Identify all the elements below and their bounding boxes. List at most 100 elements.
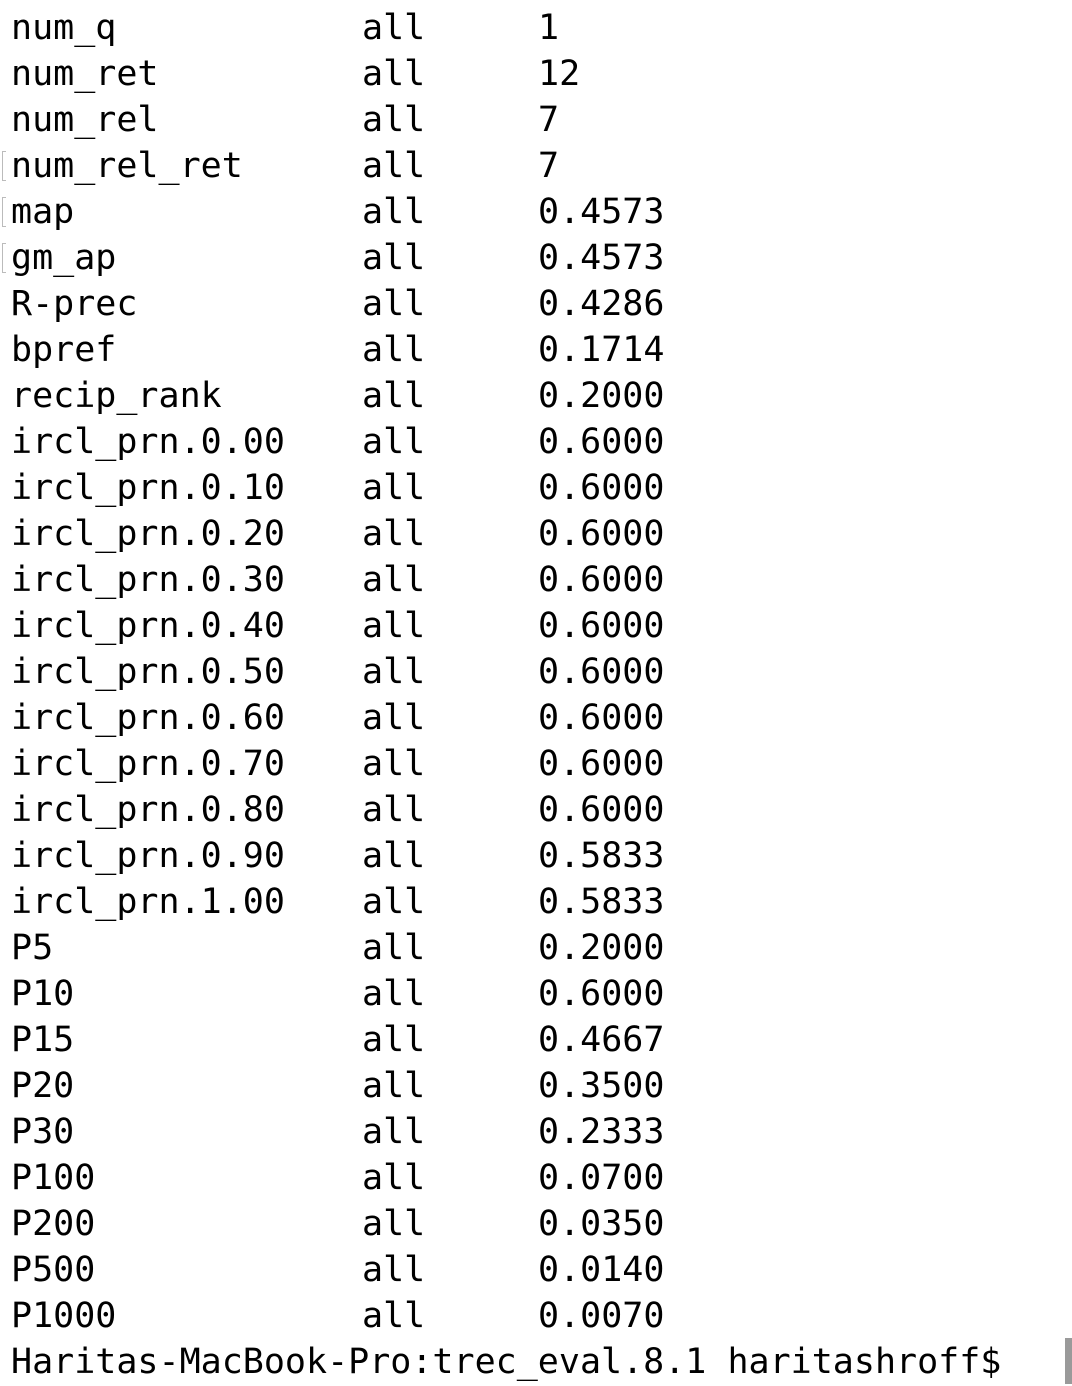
measure-name: map [11,192,75,232]
query-id: all [362,1112,426,1152]
measure-value: 7 [538,146,560,186]
output-row: map all 0.4573 [0,189,1072,235]
query-id: all [362,1066,426,1106]
output-row: P30 all 0.2333 [0,1109,1072,1155]
query-id: all [362,422,426,462]
query-id: all [362,744,426,784]
measure-name: P15 [11,1020,75,1060]
output-row: ircl_prn.0.60 all 0.6000 [0,695,1072,741]
output-row: P20 all 0.3500 [0,1063,1072,1109]
measure-name: recip_rank [11,376,222,416]
output-row: num_q all 1 [0,5,1072,51]
measure-name: P500 [11,1250,96,1290]
query-id: all [362,560,426,600]
measure-value: 0.6000 [538,744,665,784]
output-row: P5 all 0.2000 [0,925,1072,971]
output-row: ircl_prn.0.40 all 0.6000 [0,603,1072,649]
query-id: all [362,836,426,876]
output-row: num_ret all 12 [0,51,1072,97]
measure-name: P30 [11,1112,75,1152]
output-row: ircl_prn.1.00 all 0.5833 [0,879,1072,925]
measure-value: 0.6000 [538,790,665,830]
output-row: ircl_prn.0.10 all 0.6000 [0,465,1072,511]
measure-name: ircl_prn.0.30 [11,560,285,600]
measure-value: 0.0070 [538,1296,665,1336]
measure-name: bpref [11,330,117,370]
measure-value: 1 [538,8,560,48]
output-row: ircl_prn.0.00 all 0.6000 [0,419,1072,465]
measure-name: P200 [11,1204,96,1244]
output-row: ircl_prn.0.20 all 0.6000 [0,511,1072,557]
measure-name: gm_ap [11,238,117,278]
measure-value: 0.1714 [538,330,665,370]
measure-name: P100 [11,1158,96,1198]
measure-name: P20 [11,1066,75,1106]
query-id: all [362,1020,426,1060]
measure-name: ircl_prn.0.10 [11,468,285,508]
query-id: all [362,790,426,830]
measure-value: 0.4573 [538,192,665,232]
output-row: P100 all 0.0700 [0,1155,1072,1201]
output-row: bpref all 0.1714 [0,327,1072,373]
query-id: all [362,330,426,370]
measure-name: ircl_prn.1.00 [11,882,285,922]
measure-name: R-prec [11,284,138,324]
output-row: ircl_prn.0.80 all 0.6000 [0,787,1072,833]
measure-name: ircl_prn.0.20 [11,514,285,554]
measure-name: ircl_prn.0.60 [11,698,285,738]
measure-name: P1000 [11,1296,117,1336]
measure-value: 0.6000 [538,698,665,738]
measure-value: 0.6000 [538,974,665,1014]
measure-name: ircl_prn.0.50 [11,652,285,692]
output-row: ircl_prn.0.30 all 0.6000 [0,557,1072,603]
output-row: P500 all 0.0140 [0,1247,1072,1293]
query-id: all [362,1204,426,1244]
query-id: all [362,54,426,94]
query-id: all [362,192,426,232]
measure-name: ircl_prn.0.70 [11,744,285,784]
measure-name: P5 [11,928,54,968]
text-cursor [1065,1338,1072,1384]
measure-value: 0.2333 [538,1112,665,1152]
measure-value: 0.2000 [538,928,665,968]
measure-name: num_rel [11,100,159,140]
query-id: all [362,1296,426,1336]
query-id: all [362,146,426,186]
measure-name: ircl_prn.0.40 [11,606,285,646]
query-id: all [362,974,426,1014]
query-id: all [362,1158,426,1198]
measure-name: P10 [11,974,75,1014]
query-id: all [362,928,426,968]
query-id: all [362,100,426,140]
query-id: all [362,882,426,922]
output-row: gm_ap all 0.4573 [0,235,1072,281]
output-row: P15 all 0.4667 [0,1017,1072,1063]
measure-value: 0.4573 [538,238,665,278]
output-row: P1000 all 0.0070 [0,1293,1072,1339]
measure-value: 0.6000 [538,422,665,462]
measure-value: 0.2000 [538,376,665,416]
measure-value: 0.6000 [538,606,665,646]
measure-name: ircl_prn.0.90 [11,836,285,876]
measure-name: ircl_prn.0.00 [11,422,285,462]
measure-name: num_q [11,8,117,48]
measure-name: num_ret [11,54,159,94]
measure-value: 0.0140 [538,1250,665,1290]
measure-name: ircl_prn.0.80 [11,790,285,830]
measure-value: 0.4286 [538,284,665,324]
measure-name: num_rel_ret [11,146,243,186]
line-mark-icon [2,151,6,181]
output-row: num_rel_ret all 7 [0,143,1072,189]
measure-value: 0.6000 [538,468,665,508]
measure-value: 0.3500 [538,1066,665,1106]
output-row: num_rel all 7 [0,97,1072,143]
shell-prompt[interactable]: Haritas-MacBook-Pro:trec_eval.8.1 harita… [11,1342,1002,1382]
output-row: P10 all 0.6000 [0,971,1072,1017]
measure-value: 12 [538,54,581,94]
measure-value: 0.6000 [538,652,665,692]
query-id: all [362,606,426,646]
output-row: recip_rank all 0.2000 [0,373,1072,419]
output-row: ircl_prn.0.90 all 0.5833 [0,833,1072,879]
output-row: ircl_prn.0.50 all 0.6000 [0,649,1072,695]
measure-value: 0.5833 [538,882,665,922]
